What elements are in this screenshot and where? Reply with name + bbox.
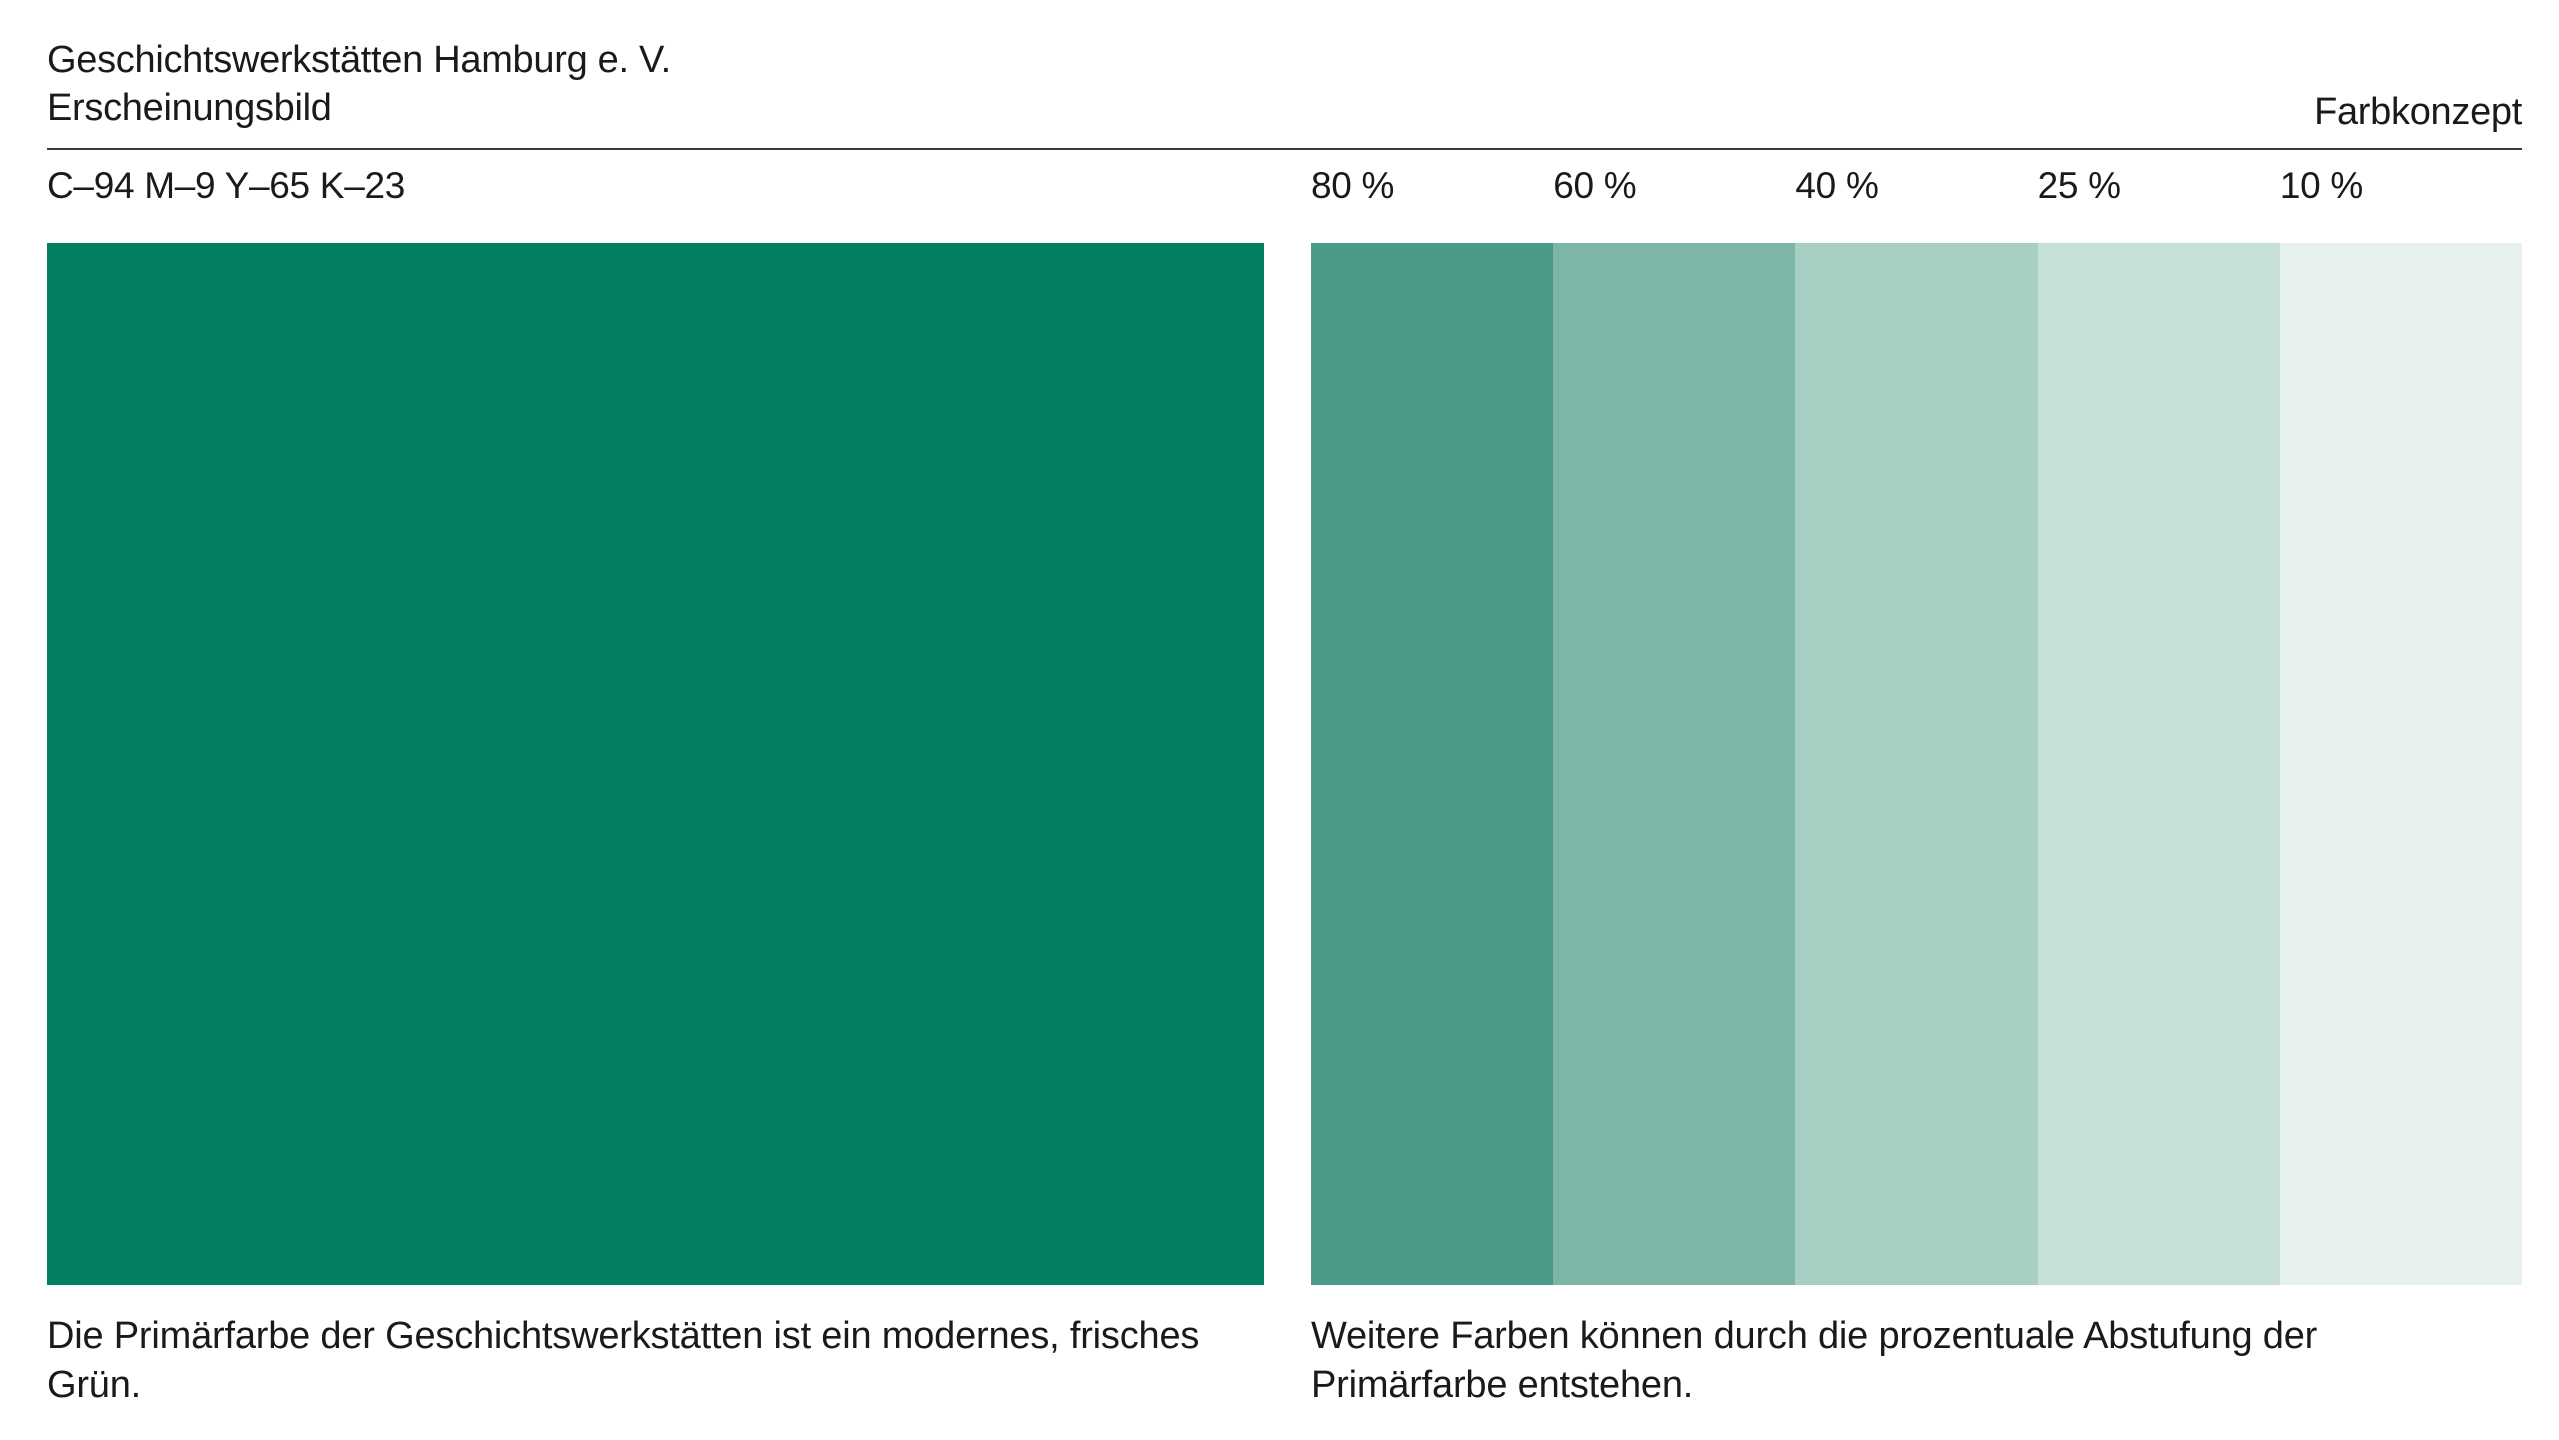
tint-swatch-40 xyxy=(1795,243,2038,1285)
section-title: Farbkonzept xyxy=(2314,91,2522,133)
primary-cmyk-values: C–94 M–9 Y–65 K–23 xyxy=(47,165,406,206)
document-title: Erscheinungsbild xyxy=(47,87,332,129)
primary-color-swatch xyxy=(47,243,1264,1285)
tint-swatch-80 xyxy=(1311,243,1554,1285)
tint-label-25: 25 % xyxy=(2037,165,2121,206)
primary-caption: Die Primärfarbe der Geschichtswerkstätte… xyxy=(47,1315,1200,1406)
tint-swatches xyxy=(1311,243,2523,1285)
tint-swatch-25 xyxy=(2037,243,2280,1285)
tint-labels: 80 % 60 % 40 % 25 % 10 % xyxy=(1311,162,2522,210)
tint-label-60: 60 % xyxy=(1553,165,1637,206)
tint-label-10: 10 % xyxy=(2279,165,2363,206)
tint-swatch-10 xyxy=(2279,243,2523,1285)
tint-label-80: 80 % xyxy=(1311,165,1395,206)
tint-swatch-60 xyxy=(1553,243,1796,1285)
organization-name: Geschichtswerkstätten Hamburg e. V. xyxy=(47,39,671,81)
document-header: Geschichtswerkstätten Hamburg e. V. Ersc… xyxy=(47,36,671,132)
tints-caption: Weitere Farben können durch die prozentu… xyxy=(1311,1315,2318,1406)
header-divider xyxy=(47,148,2522,150)
tint-label-40: 40 % xyxy=(1795,165,1879,206)
